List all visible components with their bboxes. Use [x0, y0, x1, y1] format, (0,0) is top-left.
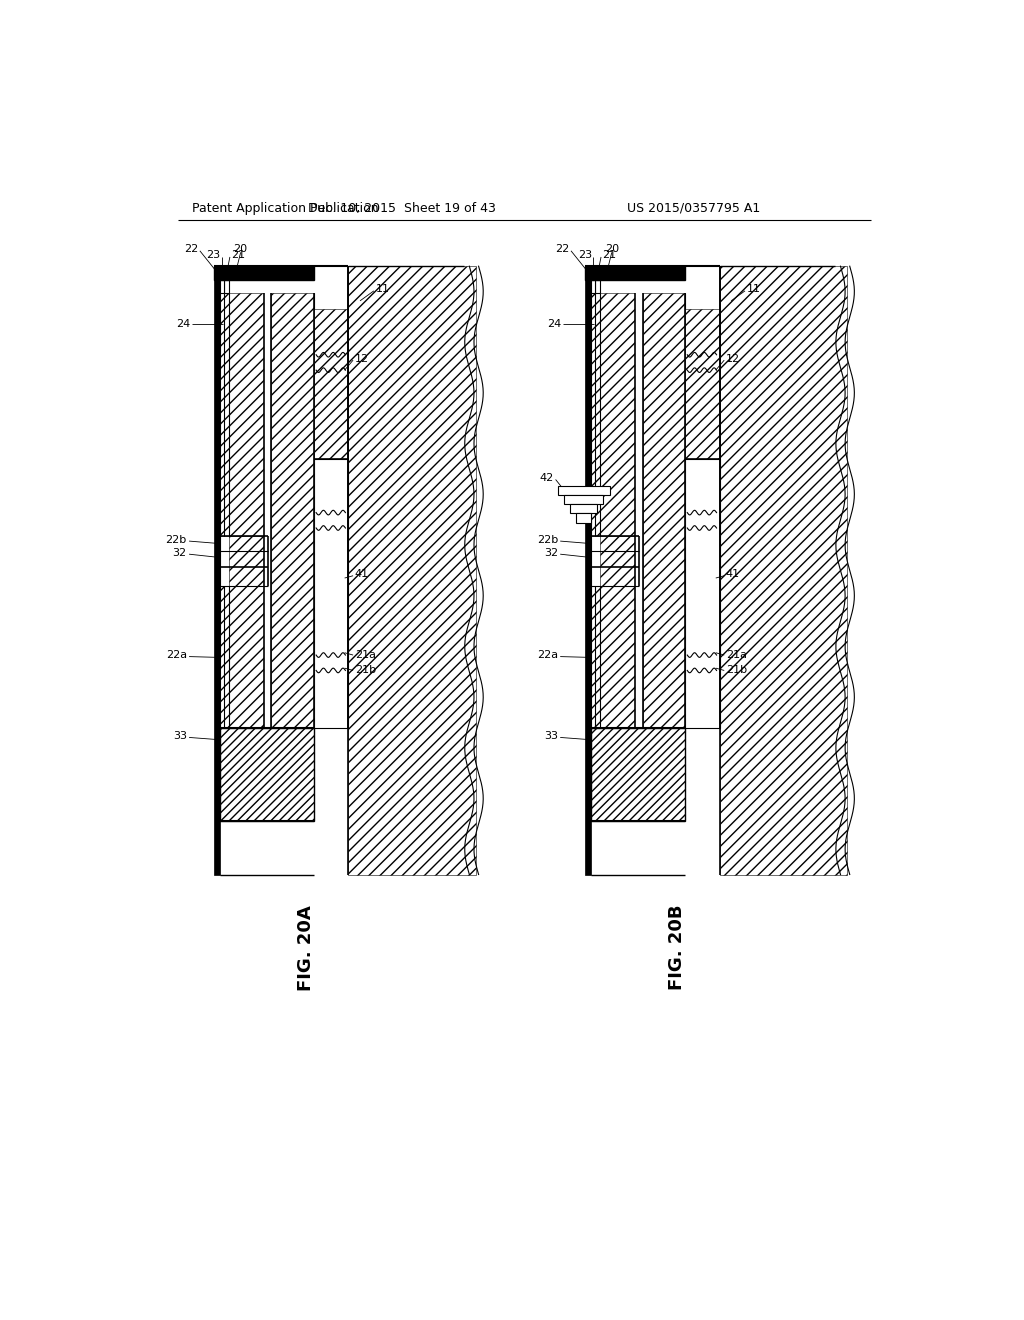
Bar — [220, 293, 264, 536]
Bar — [223, 280, 229, 293]
Text: 20: 20 — [605, 244, 618, 255]
Text: 12: 12 — [354, 354, 369, 363]
Bar — [220, 280, 223, 293]
Bar — [214, 267, 220, 875]
Text: FIG. 20B: FIG. 20B — [669, 906, 686, 990]
Text: 33: 33 — [544, 731, 558, 741]
Bar — [264, 293, 271, 729]
Text: 21b: 21b — [354, 665, 376, 676]
Text: 41: 41 — [726, 569, 740, 579]
Bar — [564, 495, 603, 504]
Bar — [570, 504, 597, 513]
Bar — [591, 280, 595, 293]
Text: 24: 24 — [176, 319, 190, 329]
Text: 33: 33 — [173, 731, 186, 741]
Bar — [585, 267, 685, 280]
Bar — [685, 459, 720, 729]
Text: FIG. 20A: FIG. 20A — [297, 904, 315, 990]
Text: 22a: 22a — [166, 649, 186, 660]
Text: Patent Application Publication: Patent Application Publication — [193, 202, 379, 215]
Bar — [591, 729, 685, 821]
Text: 22a: 22a — [537, 649, 558, 660]
Bar — [220, 729, 313, 821]
Text: 42: 42 — [540, 473, 554, 483]
Text: 41: 41 — [354, 569, 369, 579]
Bar — [720, 267, 847, 875]
Text: 21b: 21b — [726, 665, 746, 676]
Text: 22b: 22b — [166, 535, 186, 545]
Text: 11: 11 — [746, 284, 761, 294]
Bar — [585, 267, 591, 875]
Bar — [577, 513, 591, 523]
Text: 12: 12 — [726, 354, 740, 363]
Bar — [591, 586, 635, 729]
Text: 23: 23 — [578, 251, 592, 260]
Bar — [558, 486, 609, 495]
Bar — [591, 293, 635, 536]
Bar — [348, 267, 475, 875]
Text: 22b: 22b — [537, 535, 558, 545]
Bar — [313, 459, 348, 729]
Bar — [229, 536, 264, 586]
Bar — [271, 293, 313, 729]
Text: 22: 22 — [555, 244, 569, 255]
Text: 32: 32 — [544, 548, 558, 557]
Bar — [643, 293, 685, 729]
Text: 32: 32 — [173, 548, 186, 557]
Text: US 2015/0357795 A1: US 2015/0357795 A1 — [628, 202, 761, 215]
Text: 23: 23 — [207, 251, 220, 260]
Text: 24: 24 — [548, 319, 562, 329]
Bar — [220, 586, 264, 729]
Text: 21: 21 — [602, 251, 615, 260]
Bar — [635, 293, 643, 729]
Bar — [595, 280, 600, 293]
Bar — [685, 309, 720, 459]
Bar — [313, 309, 348, 459]
Text: 21a: 21a — [354, 649, 376, 660]
Text: 11: 11 — [376, 284, 389, 294]
Bar — [600, 536, 635, 586]
Text: 22: 22 — [184, 244, 199, 255]
Bar — [214, 267, 313, 280]
Text: 21a: 21a — [726, 649, 746, 660]
Text: Dec. 10, 2015  Sheet 19 of 43: Dec. 10, 2015 Sheet 19 of 43 — [307, 202, 496, 215]
Text: 21: 21 — [230, 251, 245, 260]
Text: 20: 20 — [233, 244, 248, 255]
